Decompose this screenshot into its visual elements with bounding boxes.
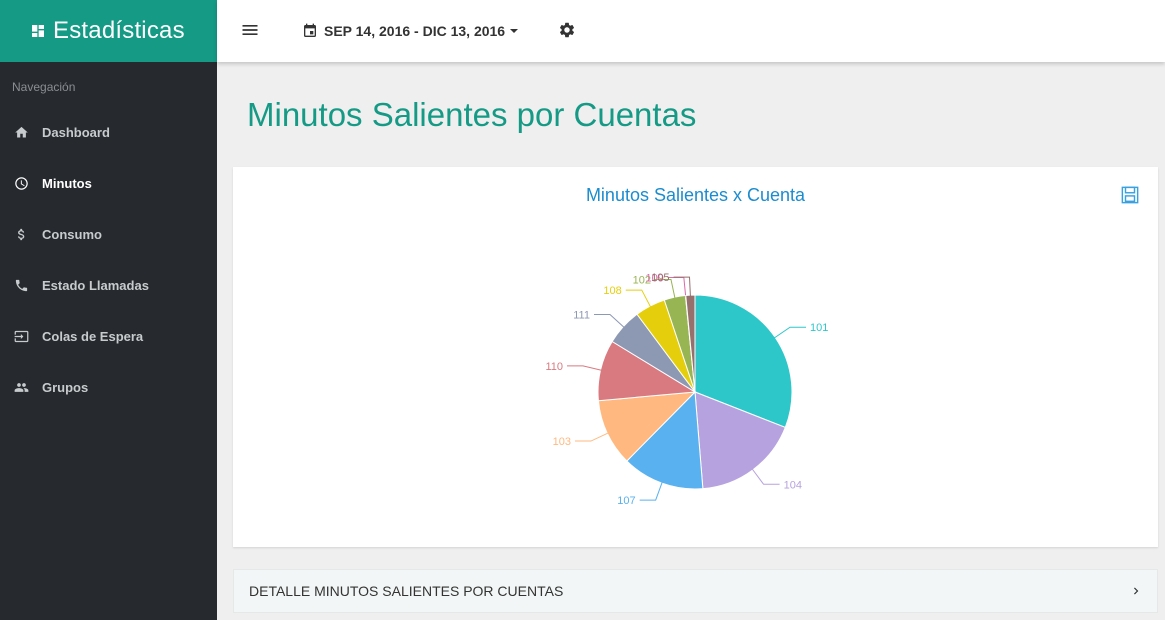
sidebar: Estadísticas Navegación Dashboard Minuto… <box>0 0 217 620</box>
nav-heading: Navegación <box>12 80 76 94</box>
chart-title: Minutos Salientes x Cuenta <box>585 185 806 205</box>
queue-enter-icon <box>13 329 29 345</box>
home-icon <box>13 125 29 141</box>
sidebar-item-colas-de-espera[interactable]: Colas de Espera <box>0 311 217 362</box>
phone-icon <box>13 278 29 294</box>
pie-label-line <box>639 481 663 501</box>
sidebar-item-label: Consumo <box>42 227 102 242</box>
sidebar-item-grupos[interactable]: Grupos <box>0 362 217 413</box>
brand-title: Estadísticas <box>53 17 185 44</box>
pie-label: 107 <box>617 495 635 507</box>
caret-down-icon <box>510 29 519 33</box>
pie-label: 108 <box>603 285 621 297</box>
pie-label-line <box>667 277 687 298</box>
pie-label-line <box>566 365 603 371</box>
page-title: Minutos Salientes por Cuentas <box>247 96 697 133</box>
sidebar-item-label: Dashboard <box>42 125 110 140</box>
sidebar-item-minutos[interactable]: Minutos <box>0 158 217 209</box>
pie-label: 103 <box>553 436 571 448</box>
clock-icon <box>13 176 29 192</box>
pie-label-line <box>773 326 807 339</box>
pie-label: 109 <box>645 273 663 285</box>
pie-label-line <box>574 432 610 442</box>
dollar-icon <box>13 227 29 243</box>
pie-label: 110 <box>545 361 563 373</box>
sidebar-item-dashboard[interactable]: Dashboard <box>0 107 217 158</box>
save-image-icon[interactable] <box>1121 186 1139 204</box>
sidebar-item-label: Minutos <box>42 176 92 191</box>
group-icon <box>13 380 29 396</box>
detail-section-title: DETALLE MINUTOS SALIENTES POR CUENTAS <box>249 583 564 599</box>
top-bar: SEP 14, 2016 - DIC 13, 2016 <box>217 0 1165 62</box>
date-range-picker[interactable]: SEP 14, 2016 - DIC 13, 2016 <box>302 19 519 43</box>
pie-label-line <box>654 279 676 300</box>
dashboard-icon <box>32 25 44 37</box>
chevron-right-icon <box>1134 587 1139 595</box>
menu-icon[interactable] <box>240 20 260 40</box>
pie-label: 104 <box>784 479 802 491</box>
gear-icon[interactable] <box>558 21 576 39</box>
pie-label-line <box>751 467 780 485</box>
pie-label: 101 <box>810 322 828 334</box>
date-range-text: SEP 14, 2016 - DIC 13, 2016 <box>324 23 506 39</box>
pie-label: 111 <box>573 310 590 322</box>
pie-label: 102 <box>633 275 651 287</box>
pie-label-line <box>673 276 691 298</box>
brand-header[interactable]: Estadísticas <box>0 0 217 62</box>
sidebar-item-estado-llamadas[interactable]: Estado Llamadas <box>0 260 217 311</box>
sidebar-item-label: Estado Llamadas <box>42 278 149 293</box>
sidebar-item-label: Colas de Espera <box>42 329 144 344</box>
detail-section-header[interactable]: DETALLE MINUTOS SALIENTES POR CUENTAS <box>233 569 1158 613</box>
pie-label: 105 <box>651 272 669 284</box>
sidebar-item-consumo[interactable]: Consumo <box>0 209 217 260</box>
pie-label-line <box>625 289 652 309</box>
sidebar-item-label: Grupos <box>42 380 89 395</box>
pie-label-line <box>593 314 626 329</box>
calendar-icon <box>304 23 316 37</box>
chart-card: Minutos Salientes x Cuenta 101 104 107 103 1… <box>233 167 1158 547</box>
